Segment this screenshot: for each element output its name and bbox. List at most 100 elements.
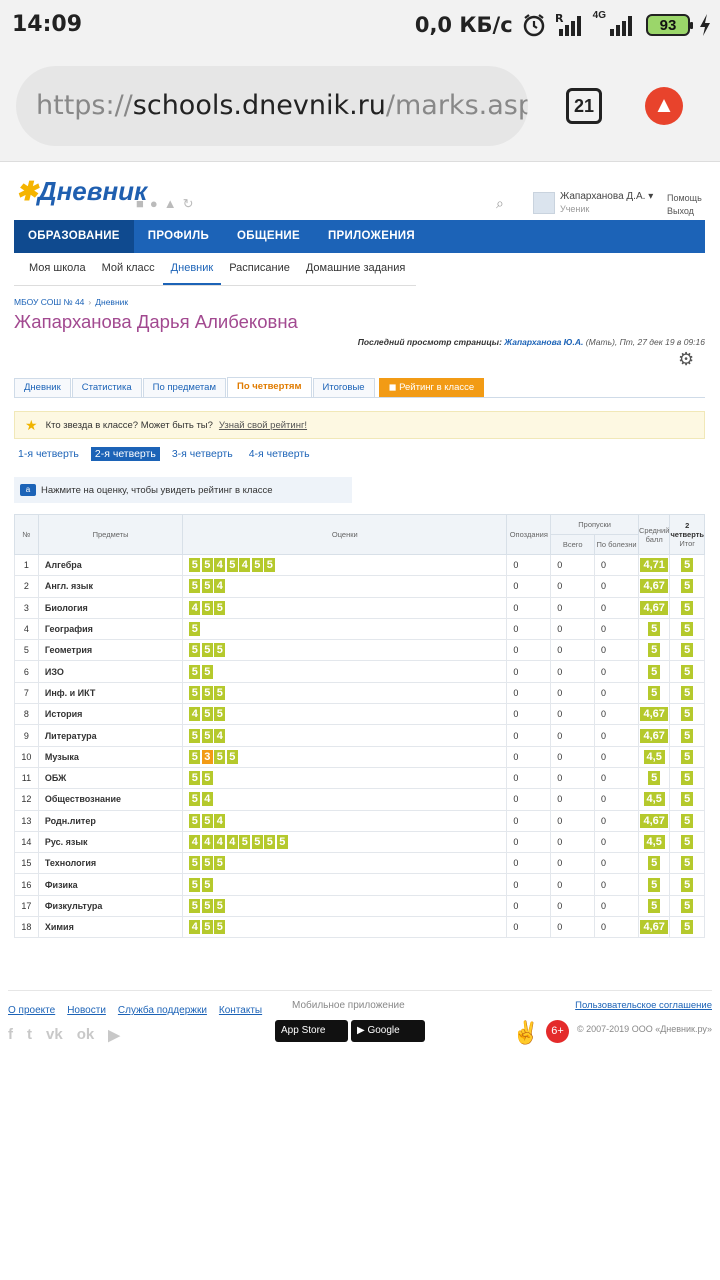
grade-mark[interactable]: 5 (239, 835, 251, 849)
grade-mark[interactable]: 4 (189, 920, 201, 935)
grade-mark[interactable]: 5 (214, 898, 226, 913)
tab-diary[interactable]: Дневник (14, 378, 71, 397)
settings-gear-icon[interactable]: ⚙ (678, 349, 695, 369)
subject-link[interactable]: Музыка (37, 745, 184, 768)
grade-mark[interactable]: 5 (251, 558, 263, 573)
footer-link-news[interactable]: Новости (67, 1005, 106, 1016)
subject-link[interactable]: ОБЖ (37, 766, 184, 790)
nav-communication[interactable]: ОБЩЕНИЕ (237, 230, 300, 242)
grade-mark[interactable]: 5 (189, 664, 201, 679)
youtube-icon[interactable]: ▶ (108, 1027, 120, 1044)
update-arrow-icon[interactable]: ▲ (645, 87, 683, 125)
footer-link-contacts[interactable]: Контакты (218, 1005, 263, 1016)
grade-mark[interactable]: 5 (189, 792, 201, 807)
promo-link[interactable]: Узнай свой рейтинг! (218, 419, 308, 431)
grade-mark[interactable]: 5 (201, 707, 213, 722)
grade-mark[interactable]: 5 (189, 813, 201, 828)
user-agreement-link[interactable]: Пользовательское соглашение (575, 1000, 712, 1011)
subject-link[interactable]: Химия (37, 916, 184, 939)
grade-mark[interactable]: 3 (201, 749, 213, 764)
friends-icon[interactable]: ● (149, 196, 158, 211)
grade-mark[interactable]: 4 (214, 558, 226, 573)
subject-link[interactable]: Алгебра (37, 553, 184, 577)
grade-mark[interactable]: 4 (201, 835, 213, 849)
googleplay-button[interactable]: ▶ Google Play (351, 1020, 425, 1058)
subject-link[interactable]: Рус. язык (37, 830, 184, 854)
grade-mark[interactable]: 5 (189, 728, 201, 743)
tab-final[interactable]: Итоговые (312, 378, 375, 397)
grade-mark[interactable]: 5 (214, 920, 226, 935)
grade-mark[interactable]: 5 (201, 813, 213, 828)
quarter-1[interactable]: 1-я четверть (18, 448, 79, 460)
address-bar[interactable]: https://schools.dnevnik.ru/marks.aspx (16, 66, 528, 146)
grade-mark[interactable]: 5 (201, 898, 213, 913)
quarter-3[interactable]: 3-я четверть (171, 448, 233, 460)
subnav-diary[interactable]: Дневник (162, 253, 222, 285)
subnav-homework[interactable]: Домашние задания (305, 262, 406, 274)
grade-mark[interactable]: 5 (189, 685, 201, 700)
subject-link[interactable]: История (37, 703, 184, 726)
facebook-icon[interactable]: f (8, 1026, 13, 1043)
logout-link[interactable]: Выход (667, 206, 694, 216)
grade-mark[interactable]: 5 (214, 600, 226, 615)
grade-mark[interactable]: 4 (214, 579, 226, 594)
subject-link[interactable]: Обществознание (37, 788, 184, 811)
tab-statistics[interactable]: Статистика (71, 378, 142, 397)
grade-mark[interactable]: 5 (189, 558, 201, 573)
last-view-name[interactable]: Жапарханова Ю.А. (504, 337, 584, 347)
bell-icon[interactable]: ▲ (163, 196, 177, 211)
grade-mark[interactable]: 5 (201, 920, 213, 935)
nav-profile[interactable]: ПРОФИЛЬ (147, 230, 210, 242)
grade-mark[interactable]: 5 (201, 685, 213, 700)
grade-mark[interactable]: 5 (276, 835, 288, 849)
subnav-schedule[interactable]: Расписание (229, 262, 290, 274)
quarter-2[interactable]: 2-я четверть (90, 447, 160, 461)
grade-mark[interactable]: 5 (201, 643, 213, 658)
avatar[interactable] (533, 192, 555, 214)
grade-mark[interactable]: 5 (226, 558, 238, 573)
subject-link[interactable]: Литература (37, 724, 184, 747)
grade-mark[interactable]: 5 (201, 877, 213, 892)
grade-mark[interactable]: 5 (189, 877, 201, 892)
nav-apps[interactable]: ПРИЛОЖЕНИЯ (327, 230, 415, 242)
subject-link[interactable]: Инф. и ИКТ (37, 681, 184, 705)
messages-icon[interactable]: ■ (136, 196, 144, 211)
grade-mark[interactable]: 4 (201, 792, 213, 807)
grade-mark[interactable]: 4 (189, 707, 201, 722)
breadcrumb-school[interactable]: МБОУ СОШ № 44 (14, 297, 85, 307)
tab-class-rating[interactable]: ◼ Рейтинг в классе (378, 378, 485, 397)
subject-link[interactable]: Технология (37, 852, 184, 875)
appstore-button[interactable]: App Store (275, 1020, 348, 1042)
grade-mark[interactable]: 4 (189, 600, 201, 615)
grade-mark[interactable]: 5 (201, 771, 213, 786)
subject-link[interactable]: Физкультура (37, 894, 184, 918)
grade-mark[interactable]: 4 (239, 558, 251, 573)
grade-mark[interactable]: 4 (189, 835, 201, 849)
subnav-my-class[interactable]: Мой класс (101, 262, 155, 274)
grade-mark[interactable]: 5 (264, 558, 276, 573)
grade-mark[interactable]: 5 (201, 579, 213, 594)
grade-mark[interactable]: 4 (226, 835, 238, 849)
grade-mark[interactable]: 5 (189, 749, 201, 764)
grade-mark[interactable]: 5 (251, 835, 263, 849)
grade-mark[interactable]: 5 (189, 856, 201, 871)
footer-link-about[interactable]: О проекте (8, 1005, 56, 1016)
search-icon[interactable]: ⌕ (496, 195, 504, 211)
grade-mark[interactable]: 5 (201, 600, 213, 615)
dnevnik-logo[interactable]: ✱Дневник (16, 176, 147, 207)
tab-by-subject[interactable]: По предметам (142, 378, 226, 397)
tab-by-quarter[interactable]: По четвертям (227, 377, 312, 397)
subnav-my-school[interactable]: Моя школа (29, 262, 86, 274)
grade-mark[interactable]: 4 (214, 835, 226, 849)
grade-mark[interactable]: 5 (214, 749, 226, 764)
grade-mark[interactable]: 4 (214, 728, 226, 743)
refresh-icon[interactable]: ↻ (182, 196, 194, 211)
grade-mark[interactable]: 5 (264, 835, 276, 849)
nav-education[interactable]: ОБРАЗОВАНИЕ (14, 220, 134, 253)
quarter-4[interactable]: 4-я четверть (248, 448, 310, 460)
vk-icon[interactable]: vk (46, 1026, 63, 1043)
twitter-icon[interactable]: t (27, 1026, 32, 1043)
grade-mark[interactable]: 5 (214, 856, 226, 871)
tabs-counter-button[interactable]: 21 (566, 88, 602, 124)
breadcrumb-diary[interactable]: Дневник (95, 297, 129, 307)
